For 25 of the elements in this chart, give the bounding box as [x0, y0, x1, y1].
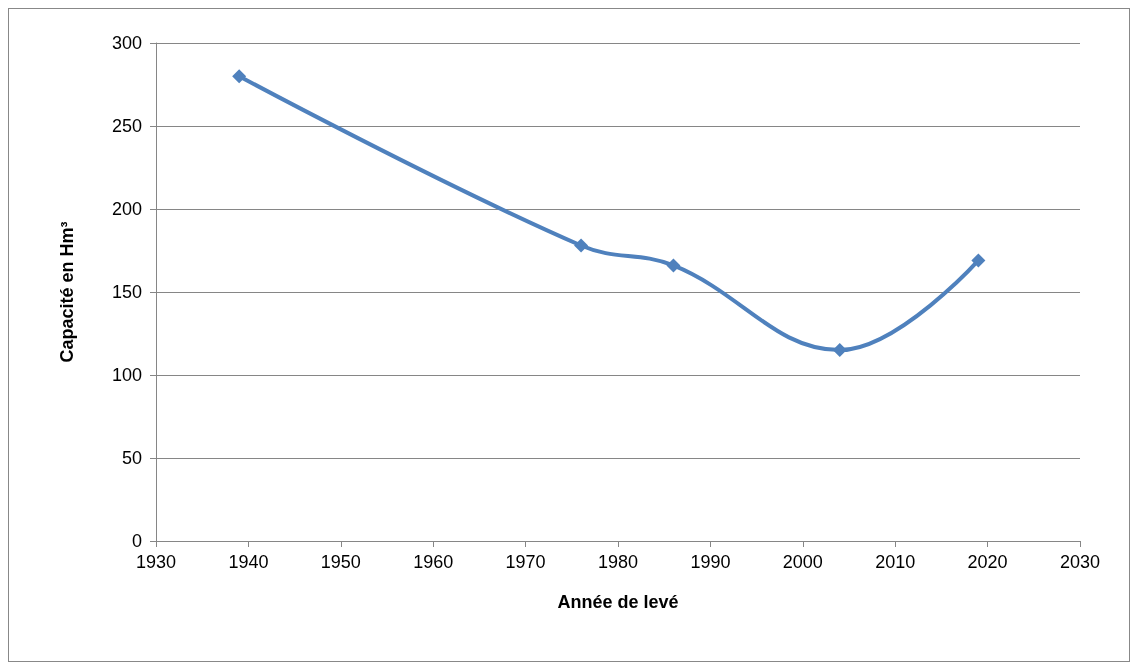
y-tick-label: 200 — [111, 199, 142, 219]
x-tick-label: 2030 — [1059, 552, 1101, 572]
y-axis-title: Capacité en Hm³ — [57, 221, 77, 363]
y-tick-label: 250 — [111, 116, 142, 136]
x-tick-label: 1950 — [320, 552, 361, 572]
point — [971, 253, 986, 268]
x-tick-label: 2010 — [875, 552, 916, 572]
y-tick-label: 150 — [111, 282, 142, 302]
y-tick-label: 0 — [131, 531, 142, 551]
point — [232, 69, 247, 84]
x-tick-label: 1960 — [413, 552, 454, 572]
x-tick-label: 2020 — [967, 552, 1008, 572]
y-tick-label: 300 — [111, 33, 142, 53]
x-tick-label: 1940 — [228, 552, 269, 572]
y-tick-label: 100 — [111, 365, 142, 385]
x-tick-label: 2000 — [782, 552, 823, 572]
y-tick-label: 50 — [121, 448, 142, 468]
x-tick-label: 1990 — [690, 552, 731, 572]
point — [666, 258, 681, 273]
point — [832, 343, 847, 358]
x-tick-label: 1970 — [505, 552, 546, 572]
x-tick-label: 1980 — [597, 552, 639, 572]
point — [574, 238, 589, 253]
x-tick-label: 1930 — [135, 552, 177, 572]
x-axis-title: Année de levé — [557, 592, 679, 612]
